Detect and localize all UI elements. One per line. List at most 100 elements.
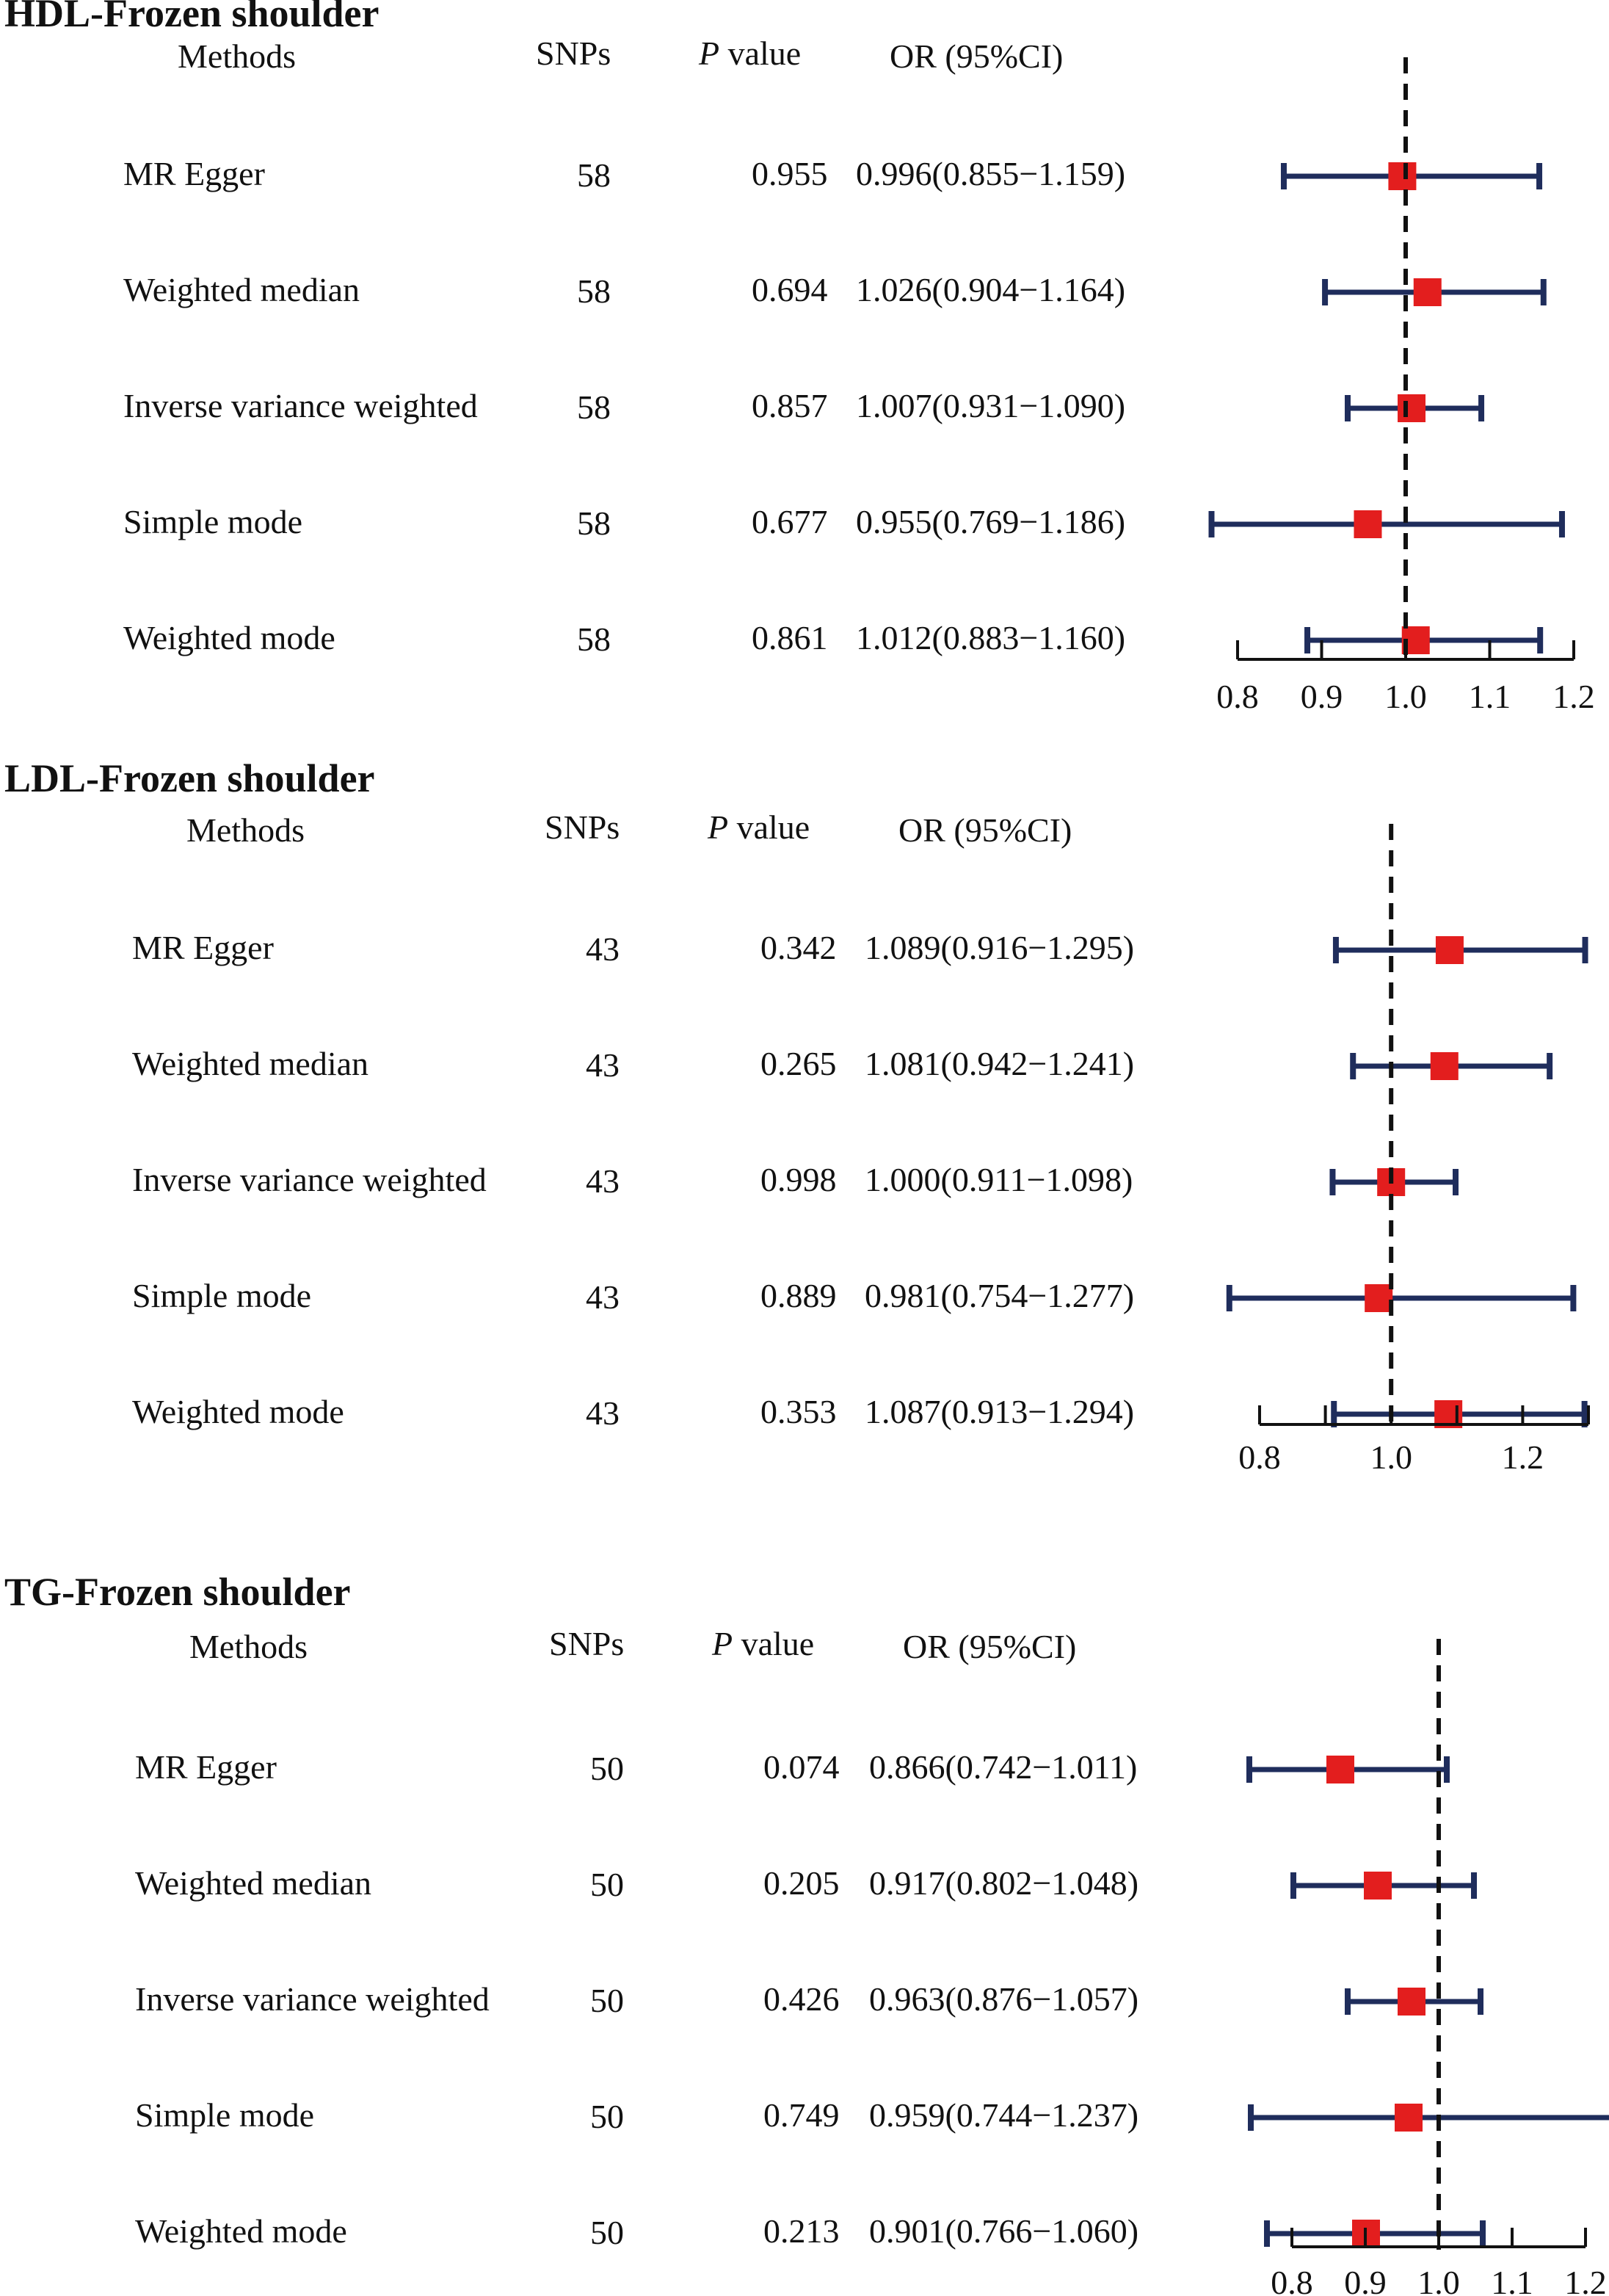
row-p-value: 0.749 — [763, 2096, 840, 2134]
x-axis-tick-label: 1.0 — [1417, 2264, 1460, 2296]
row-method-label: MR Egger — [132, 929, 274, 966]
row-or-ci-text: 1.000(0.911−1.098) — [865, 1161, 1133, 1198]
header-p-value: P value — [711, 1625, 814, 1662]
row-or-ci-text: 0.901(0.766−1.060) — [869, 2212, 1138, 2250]
row-method-label: MR Egger — [123, 155, 265, 192]
row-or-ci-text: 1.087(0.913−1.294) — [865, 1393, 1134, 1430]
x-axis-tick-label: 1.1 — [1491, 2264, 1533, 2296]
point-estimate-square — [1365, 1284, 1393, 1312]
row-p-value: 0.265 — [760, 1045, 837, 1082]
row-or-ci-text: 0.866(0.742−1.011) — [869, 1748, 1137, 1786]
panel-title: LDL-Frozen shoulder — [4, 756, 375, 800]
table-row: Simple mode 43 0.889 0.981(0.754−1.277) — [132, 1277, 1577, 1316]
header-methods: Methods — [189, 1628, 308, 1665]
row-snps-value: 50 — [590, 1866, 624, 1903]
row-method-label: Weighted mode — [135, 2212, 347, 2250]
row-method-label: Inverse variance weighted — [135, 1980, 490, 2018]
row-snps-value: 43 — [586, 930, 620, 968]
row-p-value: 0.861 — [752, 619, 828, 656]
row-p-value: 0.857 — [752, 387, 828, 424]
header-or-ci: OR (95%CI) — [903, 1628, 1076, 1665]
point-estimate-square — [1430, 1052, 1459, 1080]
table-row: Inverse variance weighted 58 0.857 1.007(0.… — [123, 387, 1485, 426]
row-method-label: Weighted median — [123, 271, 360, 308]
row-or-ci-text: 1.026(0.904−1.164) — [856, 271, 1125, 308]
panel-title: TG-Frozen shoulder — [4, 1570, 351, 1614]
row-method-label: Weighted median — [132, 1045, 368, 1082]
row-p-value: 0.694 — [752, 271, 828, 308]
row-snps-value: 58 — [577, 504, 611, 542]
row-snps-value: 58 — [577, 272, 611, 310]
x-axis-tick-label: 0.8 — [1238, 1438, 1281, 1476]
row-snps-value: 43 — [586, 1046, 620, 1084]
row-or-ci-text: 1.007(0.931−1.090) — [856, 387, 1125, 424]
forest-panel-2: LDL-Frozen shoulder Methods SNPs P value OR … — [4, 756, 1590, 1476]
header-snps: SNPs — [536, 35, 611, 72]
header-p-value: P value — [707, 808, 810, 846]
header-or-ci: OR (95%CI) — [890, 37, 1063, 75]
header-methods: Methods — [186, 811, 305, 849]
row-snps-value: 43 — [586, 1162, 620, 1200]
row-snps-value: 43 — [586, 1278, 620, 1316]
row-snps-value: 50 — [590, 2214, 624, 2251]
row-snps-value: 50 — [590, 1750, 624, 1787]
x-axis-tick-label: 0.8 — [1271, 2264, 1313, 2296]
point-estimate-square — [1364, 1872, 1392, 1900]
row-or-ci-text: 0.917(0.802−1.048) — [869, 1864, 1138, 1902]
x-axis-tick-label: 0.9 — [1344, 2264, 1387, 2296]
x-axis-tick-label: 1.2 — [1564, 2264, 1607, 2296]
row-method-label: Inverse variance weighted — [123, 387, 478, 424]
x-axis-tick-label: 1.1 — [1469, 678, 1511, 715]
row-p-value: 0.426 — [763, 1980, 840, 2018]
row-snps-value: 58 — [577, 156, 611, 194]
point-estimate-square — [1354, 510, 1382, 538]
row-method-label: Inverse variance weighted — [132, 1161, 487, 1198]
row-or-ci-text: 1.012(0.883−1.160) — [856, 619, 1125, 656]
header-or-ci: OR (95%CI) — [898, 811, 1072, 849]
row-method-label: MR Egger — [135, 1748, 277, 1786]
row-method-label: Simple mode — [123, 503, 302, 540]
row-snps-value: 58 — [577, 388, 611, 426]
table-row: Weighted mode 50 0.213 0.901(0.766−1.060) — [135, 2212, 1486, 2251]
row-p-value: 0.213 — [763, 2212, 840, 2250]
row-method-label: Weighted median — [135, 1864, 371, 1902]
point-estimate-square — [1398, 394, 1426, 422]
row-method-label: Weighted mode — [132, 1393, 344, 1430]
header-snps: SNPs — [545, 808, 620, 846]
row-p-value: 0.353 — [760, 1393, 837, 1430]
row-p-value: 0.889 — [760, 1277, 837, 1314]
table-row: MR Egger 43 0.342 1.089(0.916−1.295) — [132, 929, 1588, 968]
row-p-value: 0.342 — [760, 929, 837, 966]
row-or-ci-text: 0.963(0.876−1.057) — [869, 1980, 1138, 2018]
x-axis-tick-label: 1.0 — [1370, 1438, 1412, 1476]
point-estimate-square — [1435, 936, 1464, 964]
row-or-ci-text: 1.089(0.916−1.295) — [865, 929, 1134, 966]
table-row: Inverse variance weighted 43 0.998 1.000(0.… — [132, 1161, 1459, 1200]
table-row: Weighted median 58 0.694 1.026(0.904−1.164) — [123, 271, 1547, 310]
row-method-label: Simple mode — [132, 1277, 311, 1314]
table-row: MR Egger 50 0.074 0.866(0.742−1.011) — [135, 1748, 1450, 1787]
row-snps-value: 58 — [577, 620, 611, 658]
forest-panel-3: TG-Frozen shoulder Methods SNPs P value OR (… — [4, 1570, 1609, 2296]
row-method-label: Simple mode — [135, 2096, 314, 2134]
point-estimate-square — [1395, 2104, 1423, 2132]
row-or-ci-text: 0.981(0.754−1.277) — [865, 1277, 1134, 1314]
point-estimate-square — [1326, 1756, 1354, 1783]
table-row: Simple mode 50 0.749 0.959(0.744−1.237) — [135, 2096, 1609, 2135]
header-p-value: P value — [698, 35, 801, 72]
table-row: MR Egger 58 0.955 0.996(0.855−1.159) — [123, 155, 1543, 194]
x-axis-tick-label: 1.0 — [1384, 678, 1427, 715]
table-row: Weighted mode 58 0.861 1.012(0.883−1.160) — [123, 619, 1544, 658]
row-snps-value: 43 — [586, 1394, 620, 1432]
row-p-value: 0.205 — [763, 1864, 840, 1902]
row-or-ci-text: 1.081(0.942−1.241) — [865, 1045, 1134, 1082]
x-axis-tick-label: 1.2 — [1502, 1438, 1544, 1476]
row-p-value: 0.955 — [752, 155, 828, 192]
row-snps-value: 50 — [590, 2098, 624, 2135]
point-estimate-square — [1398, 1988, 1425, 2016]
x-axis-tick-label: 0.9 — [1301, 678, 1343, 715]
